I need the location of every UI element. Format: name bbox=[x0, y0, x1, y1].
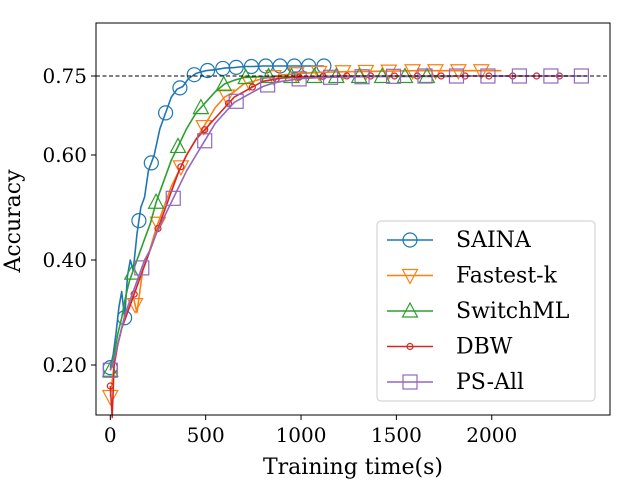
data-point-ps-all bbox=[322, 69, 339, 85]
data-point-fastest-k bbox=[126, 298, 144, 314]
x-tick-label: 0 bbox=[104, 423, 117, 447]
data-point-fastest-k bbox=[404, 64, 422, 81]
data-point-saina bbox=[199, 62, 216, 79]
legend-marker-saina bbox=[402, 232, 418, 248]
legend-item-saina: SAINA bbox=[387, 228, 532, 253]
y-tick-label: 0.20 bbox=[42, 353, 87, 377]
x-axis-ticks: 0 500 1000 1500 2000 bbox=[104, 415, 517, 447]
data-point-saina bbox=[143, 155, 159, 171]
data-point-switchml bbox=[192, 98, 210, 115]
data-point-dbw bbox=[295, 73, 303, 81]
legend-label-switchml: SwitchML bbox=[456, 299, 570, 324]
data-point-switchml bbox=[169, 137, 187, 154]
legend-marker-fastest-k bbox=[401, 268, 419, 285]
data-point-saina bbox=[172, 80, 188, 96]
data-point-fastest-k bbox=[472, 64, 490, 81]
legend-marker-dbw bbox=[406, 342, 414, 351]
x-tick-label: 2000 bbox=[466, 423, 517, 447]
data-point-saina bbox=[228, 59, 244, 75]
data-point-saina bbox=[131, 213, 147, 229]
data-point-dbw bbox=[224, 99, 233, 107]
y-tick-label: 0.40 bbox=[42, 248, 87, 272]
y-axis-label: Accuracy bbox=[1, 169, 26, 274]
data-point-dbw bbox=[248, 83, 256, 91]
data-point-ps-all bbox=[228, 93, 244, 109]
data-point-ps-all bbox=[165, 190, 181, 206]
legend-label-fastest-k: Fastest-k bbox=[456, 264, 558, 289]
legend: SAINA Fastest-k SwitchML DBW PS-All bbox=[376, 220, 596, 402]
y-tick-label: 0.75 bbox=[42, 64, 87, 88]
data-point-ps-all bbox=[291, 71, 307, 87]
legend-marker-switchml bbox=[401, 301, 419, 318]
data-point-fastest-k bbox=[380, 64, 398, 81]
data-point-dbw bbox=[201, 126, 209, 134]
legend-item-switchml: SwitchML bbox=[387, 299, 570, 324]
data-point-ps-all bbox=[385, 68, 402, 84]
legend-label-dbw: DBW bbox=[456, 335, 513, 360]
data-point-fastest-k bbox=[449, 64, 467, 81]
data-point-fastest-k bbox=[172, 160, 190, 177]
data-point-ps-all bbox=[134, 260, 150, 276]
x-tick-label: 1000 bbox=[276, 423, 327, 447]
plot-frame bbox=[95, 22, 611, 416]
data-point-fastest-k bbox=[218, 89, 236, 106]
data-point-ps-all bbox=[260, 77, 276, 93]
x-tick-label: 1500 bbox=[371, 423, 422, 447]
legend-label-saina: SAINA bbox=[456, 228, 532, 253]
y-tick-label: 0.60 bbox=[42, 143, 87, 167]
data-point-saina bbox=[117, 310, 133, 326]
data-point-switchml bbox=[215, 75, 233, 92]
data-point-switchml bbox=[147, 192, 165, 209]
y-axis-ticks: 0.20 0.40 0.60 0.75 bbox=[42, 64, 96, 377]
data-point-fastest-k bbox=[149, 216, 167, 233]
data-point-saina bbox=[158, 105, 174, 121]
data-point-ps-all bbox=[197, 133, 213, 149]
data-point-ps-all bbox=[354, 69, 370, 85]
legend-marker-ps-all bbox=[402, 374, 418, 390]
legend-label-ps-all: PS-All bbox=[456, 370, 524, 395]
x-tick-label: 500 bbox=[187, 423, 225, 447]
data-point-switchml bbox=[123, 263, 141, 280]
data-point-dbw bbox=[177, 163, 185, 171]
x-axis-label: Training time(s) bbox=[263, 455, 443, 480]
data-point-ps-all bbox=[102, 362, 118, 378]
legend-item-dbw: DBW bbox=[387, 335, 513, 360]
legend-box bbox=[376, 220, 596, 402]
data-point-dbw bbox=[106, 382, 114, 390]
legend-item-fastest-k: Fastest-k bbox=[387, 264, 558, 289]
legend-item-ps-all: PS-All bbox=[387, 370, 524, 395]
